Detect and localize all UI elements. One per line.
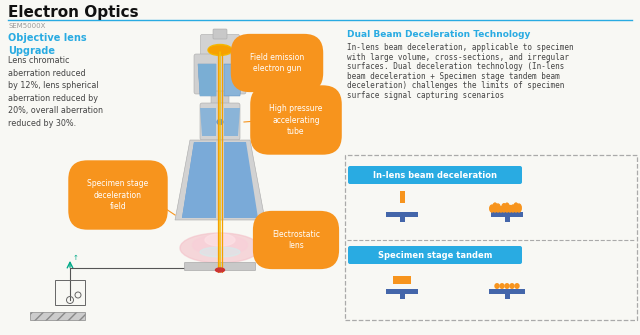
Text: Lens chromatic
aberration reduced
by 12%, lens spherical
aberration reduced by
2: Lens chromatic aberration reduced by 12%… [8,56,103,128]
FancyBboxPatch shape [393,276,411,284]
Ellipse shape [490,205,494,212]
Text: Electrostatic
lens: Electrostatic lens [272,230,320,250]
Ellipse shape [505,203,509,212]
Text: Specimen stage
deceleration
field: Specimen stage deceleration field [88,180,148,211]
Ellipse shape [499,207,503,212]
Ellipse shape [508,205,512,212]
FancyBboxPatch shape [200,35,239,60]
FancyBboxPatch shape [194,54,246,94]
Ellipse shape [510,284,514,288]
Ellipse shape [500,284,504,288]
Ellipse shape [516,204,521,212]
FancyBboxPatch shape [30,312,85,320]
Ellipse shape [216,268,225,272]
FancyBboxPatch shape [400,191,405,203]
Polygon shape [182,142,216,218]
Polygon shape [182,142,216,218]
Polygon shape [224,108,240,136]
Text: with large volume, cross-sections, and irregular: with large volume, cross-sections, and i… [347,53,569,62]
Text: In-lens beam deceleration: In-lens beam deceleration [373,171,497,180]
FancyBboxPatch shape [386,289,418,294]
FancyBboxPatch shape [348,166,522,184]
Text: Field emission
electron gun: Field emission electron gun [250,53,304,73]
Ellipse shape [502,204,506,212]
FancyBboxPatch shape [211,91,229,106]
Text: Dual Beam Deceleration Technology: Dual Beam Deceleration Technology [347,30,531,39]
Polygon shape [200,108,216,136]
Text: surface signal capturing scenarios: surface signal capturing scenarios [347,90,504,99]
Polygon shape [175,140,265,220]
Ellipse shape [205,234,235,246]
FancyBboxPatch shape [386,212,418,217]
Ellipse shape [493,203,497,212]
FancyBboxPatch shape [221,49,227,54]
Polygon shape [224,64,242,96]
Polygon shape [198,64,216,96]
Ellipse shape [208,45,232,56]
Ellipse shape [209,46,231,54]
Ellipse shape [515,284,519,288]
Ellipse shape [511,205,515,212]
FancyBboxPatch shape [184,263,255,270]
Polygon shape [224,142,258,218]
Text: Objective lens
Upgrade: Objective lens Upgrade [8,33,86,56]
FancyBboxPatch shape [213,29,227,39]
FancyBboxPatch shape [400,214,405,222]
Ellipse shape [217,120,223,125]
FancyBboxPatch shape [400,291,405,299]
Text: deceleration) challenges the limits of specimen: deceleration) challenges the limits of s… [347,81,564,90]
FancyBboxPatch shape [505,214,510,222]
Ellipse shape [505,284,509,288]
Text: High pressure
accelerating
tube: High pressure accelerating tube [269,105,323,136]
FancyBboxPatch shape [348,246,522,264]
Text: ↑: ↑ [73,255,79,261]
Ellipse shape [200,247,240,257]
FancyBboxPatch shape [505,291,510,299]
FancyBboxPatch shape [213,49,219,54]
Ellipse shape [193,235,248,255]
Text: Specimen stage tandem: Specimen stage tandem [378,251,492,260]
Text: SEM5000X: SEM5000X [8,23,45,29]
Ellipse shape [496,204,500,212]
Text: beam deceleration + Specimen stage tandem beam: beam deceleration + Specimen stage tande… [347,71,560,80]
Text: Electron Optics: Electron Optics [8,5,139,20]
FancyBboxPatch shape [489,289,525,294]
Ellipse shape [495,284,499,288]
FancyBboxPatch shape [200,103,240,140]
Text: In-lens beam deceleration, applicable to specimen: In-lens beam deceleration, applicable to… [347,43,573,52]
Polygon shape [198,64,216,96]
Ellipse shape [180,233,260,263]
Text: surfaces. Dual deceleration technology (In-lens: surfaces. Dual deceleration technology (… [347,62,564,71]
Ellipse shape [514,203,518,212]
FancyBboxPatch shape [491,212,523,217]
